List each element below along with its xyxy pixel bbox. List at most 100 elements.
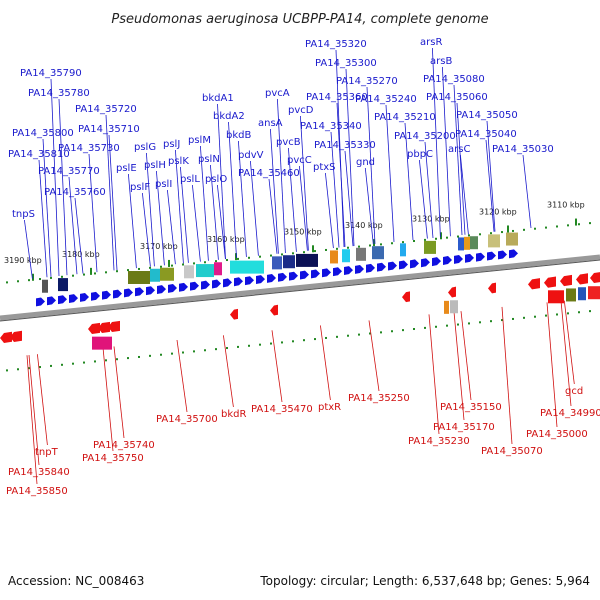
tick-dot-lower bbox=[39, 366, 41, 369]
forward-leader-line bbox=[217, 103, 226, 260]
forward-leader-line bbox=[68, 176, 78, 275]
forward-gene-label: pslL bbox=[180, 174, 200, 185]
reverse-gene-arrow bbox=[576, 273, 588, 285]
gene-feature-block bbox=[506, 232, 518, 246]
tick-major bbox=[507, 225, 509, 233]
tick-dot-lower bbox=[314, 338, 316, 341]
reverse-gene-arrow bbox=[402, 291, 410, 303]
reverse-gene-label: PA14_35170 bbox=[433, 422, 495, 433]
forward-gene-arrow bbox=[476, 252, 485, 262]
forward-gene-label: PA14_35270 bbox=[336, 76, 398, 87]
forward-leader-line bbox=[330, 131, 340, 248]
reverse-leader-line bbox=[176, 339, 188, 413]
forward-leader-line bbox=[146, 152, 155, 267]
tick-dot-lower bbox=[490, 320, 492, 323]
forward-gene-label: PA14_35770 bbox=[38, 166, 100, 177]
gene-feature-block bbox=[424, 240, 436, 254]
forward-gene-arrow bbox=[399, 260, 408, 270]
tick-dot-upper bbox=[105, 271, 107, 274]
tick-dot-lower bbox=[226, 347, 228, 350]
forward-gene-label: PA14_35080 bbox=[423, 74, 485, 85]
forward-gene-label: PA14_35030 bbox=[492, 144, 554, 155]
forward-leader-line bbox=[345, 68, 355, 247]
reverse-leader-line bbox=[113, 346, 125, 439]
forward-leader-line bbox=[453, 84, 463, 236]
tick-dot-upper bbox=[281, 253, 283, 256]
reverse-gene-label: PA14_35740 bbox=[93, 440, 155, 451]
forward-gene-label: bkdB bbox=[226, 130, 251, 141]
gene-feature-block bbox=[578, 287, 586, 301]
forward-gene-label: bkdA2 bbox=[213, 111, 245, 122]
forward-gene-arrow bbox=[234, 277, 243, 287]
tick-dot-lower bbox=[468, 322, 470, 325]
reverse-gene-arrow bbox=[98, 321, 110, 334]
reverse-gene-label: PA14_35700 bbox=[156, 414, 218, 425]
forward-gene-label: PA14_35330 bbox=[314, 140, 376, 151]
tick-dot-lower bbox=[50, 364, 52, 367]
forward-gene-label: PA14_35360 bbox=[306, 92, 368, 103]
tick-dot-upper bbox=[413, 240, 415, 243]
tick-dot-lower bbox=[457, 323, 459, 326]
forward-leader-line bbox=[432, 47, 441, 238]
gene-feature-block bbox=[150, 268, 160, 282]
forward-gene-label: PA14_35720 bbox=[75, 104, 137, 115]
tick-dot-upper bbox=[479, 233, 481, 236]
forward-gene-label: PA14_35730 bbox=[58, 143, 120, 154]
forward-gene-label: pslN bbox=[198, 154, 220, 165]
reverse-leader-line bbox=[428, 314, 440, 435]
tick-dot-lower bbox=[545, 314, 547, 317]
forward-gene-label: PA14_35780 bbox=[28, 88, 90, 99]
forward-gene-arrow bbox=[322, 268, 331, 278]
tick-dot-lower bbox=[72, 362, 74, 365]
tick-dot-lower bbox=[435, 325, 437, 328]
tick-dot-lower bbox=[413, 328, 415, 331]
forward-leader-line bbox=[364, 167, 374, 245]
tick-dot-lower bbox=[215, 348, 217, 351]
forward-gene-arrow bbox=[91, 291, 100, 301]
gene-feature-block bbox=[356, 247, 366, 261]
forward-leader-line bbox=[270, 128, 279, 254]
tick-dot-lower bbox=[281, 341, 283, 344]
tick-dot-upper bbox=[369, 244, 371, 247]
forward-gene-arrow bbox=[168, 284, 177, 293]
tick-label: 3120 kbp bbox=[479, 207, 517, 216]
tick-dot-lower bbox=[589, 310, 591, 313]
forward-gene-arrow bbox=[201, 280, 210, 290]
tick-dot-upper bbox=[314, 250, 316, 253]
tick-major bbox=[575, 218, 577, 226]
tick-dot-upper bbox=[39, 278, 41, 281]
tick-dot-upper bbox=[259, 255, 261, 258]
tick-dot-upper bbox=[160, 265, 162, 268]
tick-dot-lower bbox=[182, 351, 184, 354]
forward-gene-arrow bbox=[377, 262, 386, 272]
forward-leader-line bbox=[336, 102, 346, 247]
tick-dot-upper bbox=[523, 228, 525, 231]
tick-major bbox=[312, 245, 314, 253]
forward-gene-arrow bbox=[190, 281, 199, 291]
reverse-leader-line bbox=[560, 300, 572, 407]
forward-gene-arrow bbox=[344, 266, 353, 276]
forward-gene-arrow bbox=[223, 278, 232, 288]
forward-gene-arrow bbox=[432, 257, 441, 267]
tick-major bbox=[90, 267, 92, 275]
forward-leader-line bbox=[404, 122, 414, 241]
reverse-gene-arrow bbox=[560, 274, 572, 287]
forward-leader-line bbox=[88, 153, 98, 273]
reverse-leader-line bbox=[26, 355, 38, 485]
forward-gene-arrow bbox=[256, 275, 265, 284]
tick-dot-lower bbox=[17, 368, 19, 371]
gene-feature-block bbox=[450, 300, 458, 314]
tick-label: 3150 kbp bbox=[284, 227, 322, 236]
forward-gene-arrow bbox=[135, 287, 144, 297]
forward-gene-arrow bbox=[113, 289, 122, 299]
reverse-gene-arrow bbox=[488, 282, 496, 294]
tick-dot-upper bbox=[226, 259, 228, 262]
tick-dot-upper bbox=[237, 257, 239, 260]
gene-feature-block bbox=[283, 255, 295, 269]
forward-leader-line bbox=[217, 184, 226, 260]
tick-dot-lower bbox=[358, 333, 360, 336]
reverse-leader-line bbox=[28, 355, 40, 466]
label-leader-lines bbox=[24, 47, 575, 485]
reverse-gene-label: tnpT bbox=[35, 447, 59, 458]
forward-gene-arrow bbox=[333, 267, 342, 277]
